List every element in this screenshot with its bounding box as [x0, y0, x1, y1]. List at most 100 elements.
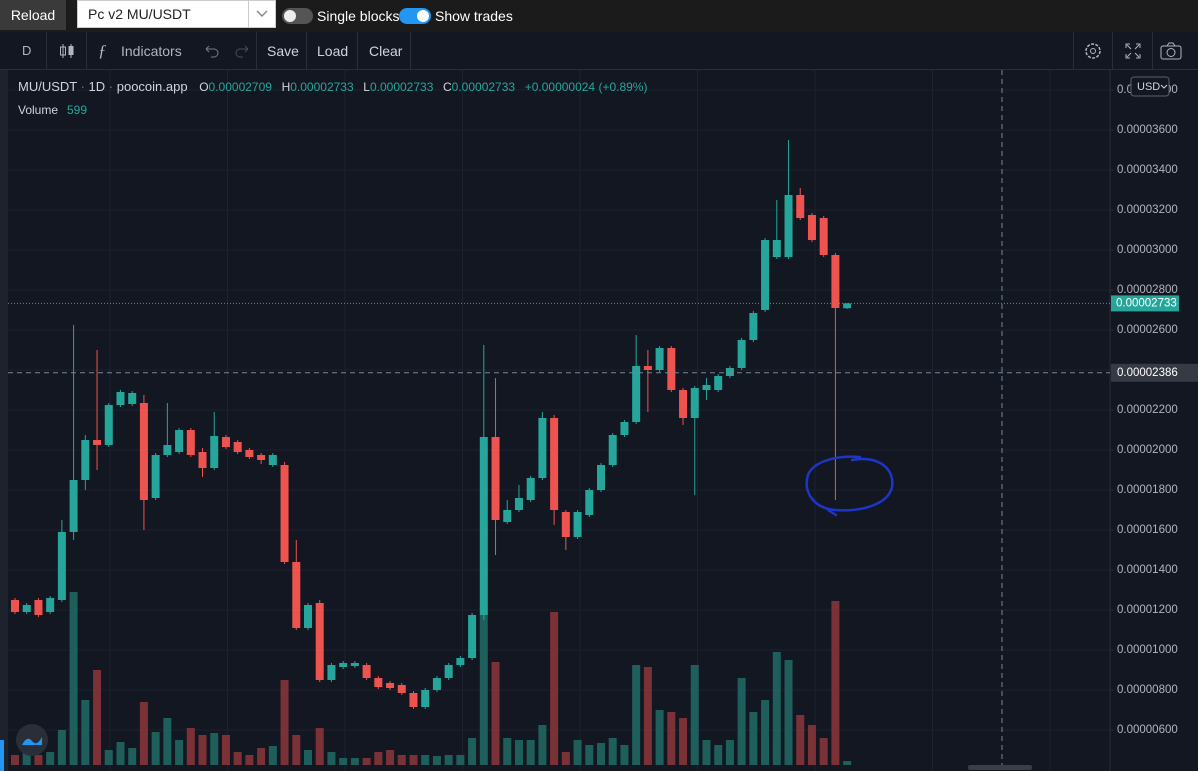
reload-button[interactable]: Reload	[0, 0, 66, 30]
volume-bar	[831, 601, 840, 765]
legend-dot: ·	[77, 79, 89, 94]
single-blocks-toggle[interactable]	[282, 8, 313, 24]
volume-bar	[257, 748, 266, 765]
volume-bar	[585, 745, 594, 765]
candle-body	[585, 490, 594, 515]
volume-bar	[233, 752, 242, 765]
usd-chevron	[1160, 84, 1168, 89]
y-tick-label: 0.00003400	[1117, 164, 1178, 176]
interval-button[interactable]: D	[22, 43, 32, 58]
y-tick-label: 0.00001800	[1117, 484, 1178, 496]
separator	[410, 32, 411, 70]
candles	[11, 140, 852, 709]
candle-body	[46, 598, 55, 612]
candle-body	[386, 683, 395, 688]
volume-bar	[749, 712, 758, 765]
candle-body	[737, 340, 746, 368]
candle-body	[93, 440, 102, 445]
volume-bar	[819, 738, 828, 765]
candle-body	[151, 455, 160, 498]
clear-button[interactable]: Clear	[369, 43, 403, 59]
candle-body	[409, 693, 418, 707]
volume-bar	[725, 740, 734, 765]
legend-high-label: H	[282, 80, 291, 94]
candle-body	[139, 403, 148, 500]
logo-wave	[22, 737, 42, 745]
legend-close: 0.00002733	[452, 80, 516, 94]
y-tick-label: 0.00002200	[1117, 404, 1178, 416]
y-tick-label: 0.00002600	[1117, 324, 1178, 336]
volume-bar	[772, 652, 781, 765]
candle-body	[643, 366, 652, 370]
volume-bar	[22, 752, 31, 765]
show-trades-toggle[interactable]	[399, 8, 431, 24]
indicators-button[interactable]: Indicators	[121, 43, 182, 59]
candle-body	[327, 665, 336, 680]
y-tick-label: 0.00000600	[1117, 724, 1178, 736]
volume-bar	[104, 750, 113, 765]
volume-bar	[34, 755, 43, 765]
screenshot-icon[interactable]	[1159, 41, 1183, 61]
candle-body	[81, 440, 90, 480]
scrollbar[interactable]	[968, 765, 1032, 770]
toggle-knob	[417, 10, 429, 22]
left-handle	[0, 740, 4, 771]
candle-body	[69, 480, 78, 532]
fullscreen-icon[interactable]	[1124, 42, 1142, 60]
undo-icon[interactable]	[205, 45, 219, 58]
legend-change: +0.00000024 (+0.89%)	[525, 80, 648, 94]
y-tick-label: 0.00001200	[1117, 604, 1178, 616]
candle-body	[632, 366, 641, 422]
load-button[interactable]: Load	[317, 43, 349, 59]
candle-body	[772, 240, 781, 257]
volume-bar	[807, 725, 816, 765]
candle-body	[796, 195, 805, 218]
legend-high: 0.00002733	[290, 80, 354, 94]
y-tick-label: 0.00003200	[1117, 204, 1178, 216]
candle-body	[292, 562, 301, 628]
select-arrow[interactable]	[248, 1, 275, 27]
y-tick-label: 0.00001600	[1117, 524, 1178, 536]
undo-redo[interactable]	[202, 43, 252, 59]
y-tick-label: 0.00002000	[1117, 444, 1178, 456]
legend-dot: ·	[105, 79, 117, 94]
gear-hub	[1090, 48, 1096, 54]
volume-bar	[573, 740, 582, 765]
save-button[interactable]: Save	[267, 43, 299, 59]
show-trades-label[interactable]: Show trades	[435, 8, 513, 24]
volume-bar	[737, 678, 746, 765]
usd-button-box[interactable]	[1130, 76, 1170, 97]
usd-button[interactable]: USD	[1130, 76, 1170, 97]
volume-bar	[491, 662, 500, 765]
volume-bar	[514, 740, 523, 765]
volume-bar	[69, 592, 78, 765]
chevron-path	[256, 10, 268, 18]
redo-icon[interactable]	[235, 45, 249, 58]
candle-type-icon[interactable]	[58, 42, 76, 60]
legend-close-label: C	[443, 80, 452, 94]
volume-bar	[468, 738, 477, 765]
volume-bar	[714, 745, 723, 765]
volume-bar	[397, 755, 406, 765]
volume-bar	[198, 735, 207, 765]
pair-select[interactable]: Pc v2 MU/USDT	[77, 0, 276, 28]
gear	[1085, 43, 1101, 59]
candle-body	[456, 658, 465, 665]
candle-body	[761, 240, 770, 310]
single-blocks-label[interactable]: Single blocks	[317, 8, 400, 24]
fx-icon[interactable]: ƒ	[98, 41, 107, 60]
pair-select-value[interactable]: Pc v2 MU/USDT	[88, 6, 191, 22]
volume-bar	[432, 756, 441, 765]
candle-body	[479, 437, 488, 615]
legend-volume-label: Volume	[18, 103, 58, 117]
usd-button-label[interactable]: USD	[1137, 81, 1160, 93]
icon-path	[1166, 42, 1176, 47]
candle-body	[34, 600, 43, 615]
settings-icon[interactable]	[1083, 41, 1103, 61]
candle-body	[280, 465, 289, 562]
candle-body	[421, 690, 430, 707]
candle-body	[468, 615, 477, 658]
candle-body	[198, 452, 207, 468]
logo[interactable]	[16, 724, 48, 756]
